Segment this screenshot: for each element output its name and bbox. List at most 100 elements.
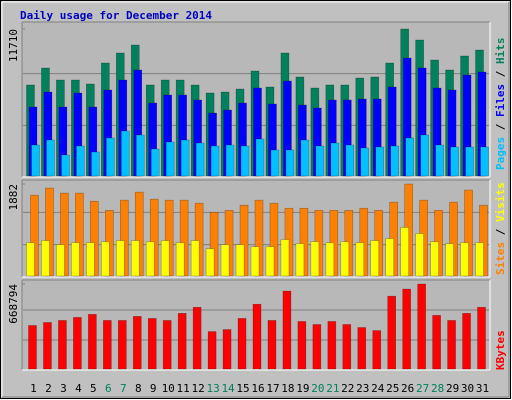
bar xyxy=(417,283,426,370)
bar xyxy=(117,320,127,370)
bar xyxy=(465,146,474,177)
bar xyxy=(385,238,395,277)
bar xyxy=(310,241,320,277)
bar xyxy=(73,317,82,370)
x-tick-label: 24 xyxy=(371,382,385,395)
bar xyxy=(160,240,170,277)
bar xyxy=(147,318,157,370)
bar xyxy=(390,145,400,177)
x-tick-label: 11 xyxy=(177,382,190,395)
bar xyxy=(450,146,459,177)
bar xyxy=(132,316,142,370)
bar xyxy=(370,240,380,277)
bar xyxy=(405,137,414,177)
x-tick-label: 1 xyxy=(30,382,37,395)
x-tick-label: 15 xyxy=(236,382,249,395)
bar xyxy=(58,320,67,370)
x-tick-label: 25 xyxy=(386,382,399,395)
y-tick-label: 11710 xyxy=(7,29,20,62)
bar xyxy=(282,290,292,370)
legend-separator: / xyxy=(494,228,507,235)
x-tick-label: 20 xyxy=(311,382,324,395)
bar xyxy=(345,144,355,177)
bar xyxy=(61,154,70,177)
bar xyxy=(480,146,489,177)
bar xyxy=(46,139,55,177)
bar xyxy=(252,303,262,370)
bar xyxy=(28,325,37,370)
bar xyxy=(295,243,305,277)
x-tick-label: 10 xyxy=(162,382,175,395)
legend-entry: Visits xyxy=(494,182,507,222)
bar xyxy=(355,242,365,277)
x-tick-label: 12 xyxy=(192,382,205,395)
x-tick-label: 23 xyxy=(356,382,369,395)
legend-separator: / xyxy=(494,123,507,130)
bar xyxy=(101,241,110,277)
x-tick-label: 13 xyxy=(206,382,219,395)
bar xyxy=(210,145,220,177)
bar xyxy=(315,145,325,177)
legend-entry: Sites xyxy=(494,242,507,275)
bar xyxy=(330,142,340,177)
bar xyxy=(91,151,100,177)
bar xyxy=(297,321,307,370)
bar xyxy=(26,242,35,277)
bar xyxy=(300,139,310,177)
bar xyxy=(71,242,80,277)
bar xyxy=(430,241,439,277)
bar xyxy=(103,320,112,370)
bar xyxy=(460,242,469,277)
bar xyxy=(342,324,352,370)
x-tick-label: 17 xyxy=(266,382,279,395)
x-tick-label: 4 xyxy=(75,382,82,395)
bar xyxy=(195,142,205,177)
bar xyxy=(86,242,95,277)
bar xyxy=(175,242,185,277)
bar xyxy=(372,330,382,370)
bar xyxy=(56,244,65,277)
x-tick-label: 21 xyxy=(326,382,339,395)
bar xyxy=(130,240,140,277)
bar xyxy=(387,295,397,370)
x-tick-label: 3 xyxy=(60,382,67,395)
x-tick-label: 26 xyxy=(401,382,414,395)
bar xyxy=(340,241,350,277)
bar xyxy=(190,240,200,277)
bar xyxy=(475,242,484,277)
bar xyxy=(76,145,85,177)
bar xyxy=(400,227,409,277)
bar xyxy=(280,239,290,277)
bar xyxy=(360,147,370,177)
x-tick-label: 31 xyxy=(476,382,489,395)
bar xyxy=(285,149,295,177)
x-tick-label: 16 xyxy=(251,382,264,395)
legend: Pages / Files / Hits xyxy=(494,38,507,171)
bar xyxy=(267,320,277,370)
bar xyxy=(420,134,429,177)
bar xyxy=(106,137,115,177)
bar xyxy=(177,313,187,370)
legend-entry: Files xyxy=(494,84,507,117)
x-tick-label: 29 xyxy=(446,382,459,395)
bar xyxy=(375,146,385,177)
bar xyxy=(235,244,245,277)
bar xyxy=(250,246,260,277)
bar xyxy=(435,144,444,177)
x-tick-label: 7 xyxy=(120,382,127,395)
x-tick-label: 14 xyxy=(221,382,235,395)
y-tick-label: 1882 xyxy=(7,184,20,211)
bar xyxy=(415,233,424,277)
bar xyxy=(135,134,145,177)
legend: Sites / Visits xyxy=(494,182,507,275)
bar xyxy=(31,144,40,177)
y-tick-label: 668794 xyxy=(7,284,20,324)
bar xyxy=(402,288,411,370)
chart-title: Daily usage for December 2014 xyxy=(20,9,212,22)
x-tick-label: 8 xyxy=(135,382,142,395)
bar xyxy=(240,145,250,177)
bar xyxy=(432,315,441,370)
bar xyxy=(312,324,322,370)
legend: KBytes xyxy=(494,330,507,370)
bar xyxy=(447,320,456,370)
